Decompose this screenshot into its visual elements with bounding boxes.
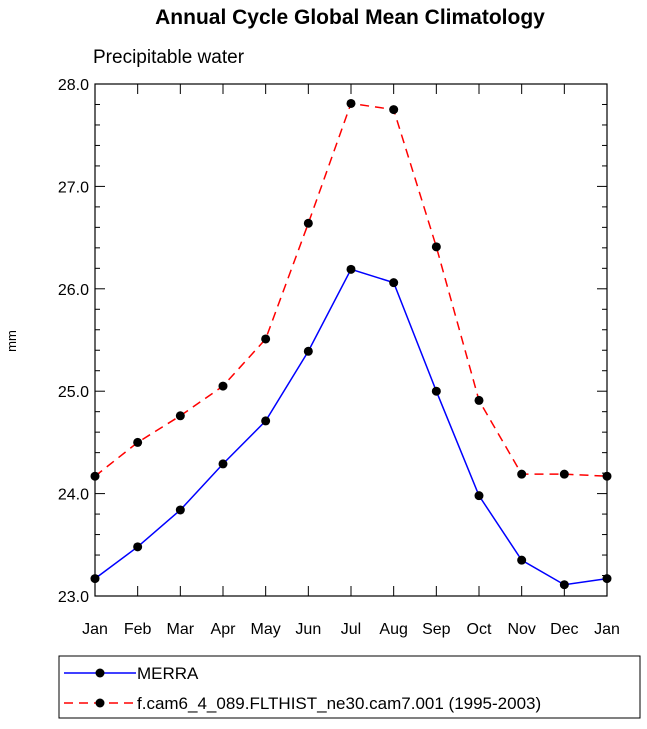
y-axis-label: mm [4, 330, 19, 352]
legend-label-cam: f.cam6_4_089.FLTHIST_ne30.cam7.001 (1995… [137, 694, 541, 713]
legend-label-merra: MERRA [137, 664, 199, 683]
legend-marker-merra [95, 668, 105, 678]
series-0-point [431, 386, 441, 396]
series-0-point [474, 491, 484, 501]
x-tick-label: Aug [379, 621, 407, 638]
series-0-point [218, 459, 228, 469]
x-tick-label: Dec [550, 621, 578, 638]
series-line-0 [94, 268, 608, 586]
series-line-1 [94, 102, 608, 477]
series-1-point [474, 395, 484, 405]
legend: MERRA f.cam6_4_089.FLTHIST_ne30.cam7.001… [58, 655, 641, 719]
series-0-point [559, 580, 569, 590]
chart-subtitle: Precipitable water [93, 47, 245, 68]
series-0-point [175, 505, 185, 515]
legend-frame [58, 655, 641, 719]
series-1-point [431, 242, 441, 252]
x-tick-label: Mar [167, 621, 195, 638]
x-tick-label: Jul [341, 621, 361, 638]
y-tick-label: 26.0 [58, 282, 89, 299]
series-1-point [303, 218, 313, 228]
x-tick-label: Jan [82, 621, 108, 638]
series-0-point [133, 542, 143, 552]
x-tick-labels: Jan Feb Mar Apr May Jun Jul Aug Sep Oct Nov Dec Jan [82, 621, 620, 638]
series-0-point [261, 416, 271, 426]
series-1-point [517, 469, 527, 479]
x-tick-label: Sep [422, 621, 451, 638]
chart-title: Annual Cycle Global Mean Climatology [155, 6, 545, 29]
legend-marker-cam [95, 698, 105, 708]
axis-ticks [94, 83, 608, 597]
x-tick-label: Apr [211, 621, 237, 638]
x-tick-label: Feb [124, 621, 152, 638]
x-tick-label: Oct [467, 621, 492, 638]
y-tick-label: 25.0 [58, 384, 89, 401]
x-tick-label: Jan [594, 621, 620, 638]
series-0-point [90, 574, 100, 584]
y-tick-label: 28.0 [58, 77, 89, 94]
series-1-point [389, 105, 399, 115]
series-1-point [346, 98, 356, 108]
series-1-point [559, 469, 569, 479]
y-tick-label: 27.0 [58, 179, 89, 196]
x-tick-label: May [251, 621, 281, 638]
series-0-point [303, 346, 313, 356]
series-layer [90, 98, 612, 590]
plot-frame [94, 83, 608, 597]
series-0-point [602, 574, 612, 584]
y-tick-label: 23.0 [58, 589, 89, 606]
y-tick-labels: 23.0 24.0 25.0 26.0 27.0 28.0 [58, 77, 89, 606]
series-1-point [133, 437, 143, 447]
series-1-point [90, 471, 100, 481]
series-0-point [346, 264, 356, 274]
series-1-point [218, 381, 228, 391]
series-1-point [175, 411, 185, 421]
series-0-point [389, 278, 399, 288]
x-tick-label: Jun [295, 621, 321, 638]
series-1-point [602, 471, 612, 481]
series-1-point [261, 334, 271, 344]
series-0-point [517, 555, 527, 565]
y-tick-label: 24.0 [58, 487, 89, 504]
x-tick-label: Nov [507, 621, 535, 638]
